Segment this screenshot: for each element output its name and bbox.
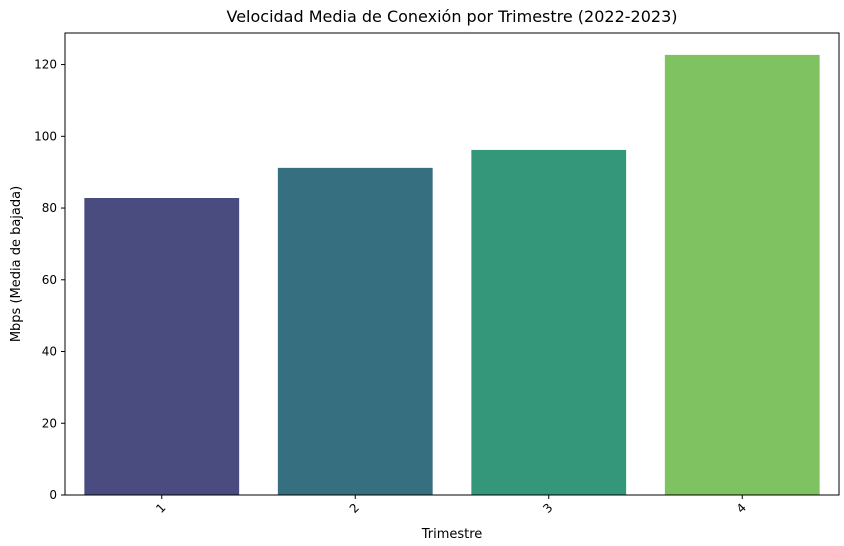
y-axis-ticks: 0 20 40 60 80 100 120	[34, 58, 65, 502]
y-tick-label: 60	[42, 273, 57, 287]
bar-1	[84, 198, 240, 495]
y-tick-label: 120	[34, 58, 57, 72]
y-axis-label: Mbps (Media de bajada)	[9, 186, 24, 342]
bar-4	[664, 54, 820, 496]
y-tick-label: 40	[42, 345, 57, 359]
bar-3	[471, 149, 627, 495]
y-tick-label: 0	[49, 488, 57, 502]
bar-2	[277, 167, 433, 495]
x-axis-label: Trimestre	[421, 527, 483, 542]
y-tick-label: 100	[34, 129, 57, 143]
bars-group	[84, 54, 820, 496]
plot-frame	[64, 32, 840, 496]
chart-title: Velocidad Media de Conexión por Trimestr…	[227, 7, 678, 26]
y-tick-label: 20	[42, 416, 57, 430]
y-tick-label: 80	[42, 201, 57, 215]
